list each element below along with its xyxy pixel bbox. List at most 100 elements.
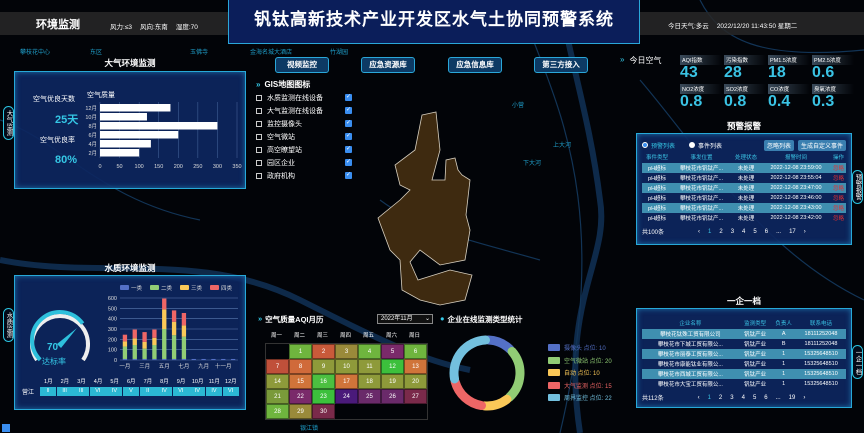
checkbox-checked[interactable]: ✓	[345, 120, 352, 127]
calendar-day[interactable]: 28	[266, 404, 289, 419]
table-row[interactable]: 攀枝花市丽泰工贸有限公... 钒钛产业 1 15325648510	[642, 349, 846, 359]
calendar-day[interactable]: 24	[335, 389, 358, 404]
calendar-day[interactable]: 14	[266, 374, 289, 389]
calendar-day[interactable]: 30	[312, 404, 335, 419]
ignore-action[interactable]: 忽略	[832, 196, 844, 202]
calendar-day[interactable]: 12	[381, 359, 404, 374]
page-link[interactable]: 3	[730, 228, 735, 235]
calendar-day[interactable]: 10	[335, 359, 358, 374]
calendar-day[interactable]: 26	[381, 389, 404, 404]
page-link[interactable]: 4	[741, 394, 745, 401]
radio-event-list[interactable]	[689, 142, 696, 148]
legend-swatch	[210, 285, 219, 290]
tab-water[interactable]: 水质监测	[3, 308, 14, 342]
page-link[interactable]: ...	[775, 394, 781, 401]
table-row[interactable]: 攀枝花市康能钛业有限公... 钒钛产业 1 15325648510	[642, 359, 846, 369]
next-page-icon[interactable]: ›	[803, 394, 806, 401]
gis-layer-item[interactable]: 空气微站 ✓	[256, 130, 352, 143]
page-link[interactable]: 1	[708, 228, 712, 235]
checkbox-checked[interactable]: ✓	[345, 172, 352, 179]
checkbox-checked[interactable]: ✓	[345, 133, 352, 140]
nav-emergency-resources[interactable]: 应急资源库	[361, 57, 415, 73]
calendar-day[interactable]: 2	[312, 344, 335, 359]
tab-alerts[interactable]: 预警报警	[852, 170, 863, 204]
radio-alert-list[interactable]	[642, 142, 648, 148]
page-link[interactable]: 4	[742, 228, 746, 235]
calendar-day[interactable]: 16	[312, 374, 335, 389]
calendar-day[interactable]: 13	[404, 359, 427, 374]
tab-enterprise[interactable]: 一企一档	[852, 345, 863, 379]
table-cell: 2022-12-08 23:55:04	[770, 175, 822, 181]
table-row[interactable]: pH超标 攀枝花市钒钛产... 未处理 2022-12-08 23:59:00 忽略	[642, 163, 846, 173]
page-link[interactable]: 19	[788, 394, 796, 401]
calendar-day[interactable]: 7	[266, 359, 289, 374]
calendar-day[interactable]: 15	[289, 374, 312, 389]
page-link[interactable]: 5	[753, 228, 757, 235]
page-link[interactable]: 17	[789, 228, 796, 235]
calendar-day[interactable]: 27	[404, 389, 427, 404]
calendar-day[interactable]: 18	[358, 374, 381, 389]
page-link[interactable]: 6	[764, 228, 769, 235]
calendar-day[interactable]: 17	[335, 374, 358, 389]
calendar-day[interactable]: 8	[289, 359, 312, 374]
calendar-day[interactable]: 5	[381, 344, 404, 359]
table-row[interactable]: pH超标 攀枝花市钒钛产... 未处理 2022-12-08 23:55:04 忽略	[642, 173, 846, 183]
calendar-day[interactable]: 23	[312, 389, 335, 404]
calendar-day[interactable]: 4	[358, 344, 381, 359]
prev-page-icon[interactable]: ‹	[697, 394, 700, 401]
ignore-action[interactable]: 忽略	[830, 183, 846, 193]
create-event-button[interactable]: 生成自定义事件	[797, 139, 846, 151]
page-link[interactable]: 5	[752, 394, 757, 401]
table-row[interactable]: 攀枝花市西城工贸有限公... 钒钛产业 1 15325648510	[642, 369, 846, 379]
ignore-action[interactable]: 忽略	[830, 203, 846, 213]
table-row[interactable]: 攀枝花钛殊工贸有限公司 钒钛产业 A 18111252048	[642, 329, 846, 339]
table-row[interactable]: pH超标 攀枝花市钒钛产... 未处理 2022-12-08 23:42:00 忽略	[642, 213, 846, 223]
ignore-action[interactable]: 忽略	[832, 176, 844, 182]
prev-page-icon[interactable]: ‹	[698, 228, 701, 235]
calendar-day[interactable]: 11	[358, 359, 381, 374]
x-tick-label: 一月	[119, 363, 130, 370]
calendar-day[interactable]: 21	[266, 389, 289, 404]
calendar-day[interactable]: 22	[289, 389, 312, 404]
checkbox-checked[interactable]: ✓	[345, 107, 352, 114]
page-link[interactable]: 1	[707, 394, 711, 401]
y-tick-label: 12月	[85, 105, 97, 112]
calendar-day[interactable]: 9	[312, 359, 335, 374]
calendar-day[interactable]: 1	[289, 344, 312, 359]
gis-layer-item[interactable]: 政府机构 ✓	[256, 169, 352, 182]
table-row[interactable]: pH超标 攀枝花市钒钛产... 未处理 2022-12-08 23:47:00 忽略	[642, 183, 846, 193]
checkbox-checked[interactable]: ✓	[345, 159, 352, 166]
page-link[interactable]: 2	[719, 228, 723, 235]
calendar-day[interactable]: 20	[404, 374, 427, 389]
calendar-day[interactable]: 25	[358, 389, 381, 404]
month-select[interactable]: 2022年11月 ⌄	[377, 314, 433, 324]
checkbox-checked[interactable]: ✓	[345, 146, 352, 153]
nav-third-party[interactable]: 第三方接入	[534, 57, 588, 73]
table-row[interactable]: pH超标 攀枝花市钒钛产... 未处理 2022-12-08 23:43:00 忽略	[642, 203, 846, 213]
gis-layer-item[interactable]: 园区企业 ✓	[256, 156, 352, 169]
table-row[interactable]: 攀枝花市下城工贸有限公... 钒钛产业 B 18111252048	[642, 339, 846, 349]
gis-layer-item[interactable]: 高空瞭望站 ✓	[256, 143, 352, 156]
nav-emergency-info[interactable]: 应急信息库	[448, 57, 502, 73]
gis-layer-item[interactable]: 监控摄像头 ✓	[256, 117, 352, 130]
calendar-day[interactable]: 3	[335, 344, 358, 359]
gis-layer-item[interactable]: 水质监测在线设备 ✓	[256, 91, 352, 104]
checkbox-checked[interactable]: ✓	[345, 94, 352, 101]
ignore-list-button[interactable]: 忽略列表	[763, 139, 794, 151]
page-link[interactable]: 2	[718, 394, 723, 401]
page-link[interactable]: 6	[764, 394, 768, 401]
table-row[interactable]: 攀枝花市大宝工贸有限公... 钒钛产业 1 15325648510	[642, 379, 846, 389]
table-row[interactable]: pH超标 攀枝花市钒钛产... 未处理 2022-12-08 23:46:00 忽略	[642, 193, 846, 203]
calendar-day[interactable]: 19	[381, 374, 404, 389]
ignore-action[interactable]: 忽略	[830, 163, 846, 173]
calendar-day[interactable]: 6	[404, 344, 427, 359]
gis-layer-item[interactable]: 大气监测在线设备 ✓	[256, 104, 352, 117]
nav-video-monitor[interactable]: 视频监控	[275, 57, 329, 73]
donut-slice	[479, 394, 512, 411]
next-page-icon[interactable]: ›	[803, 228, 806, 235]
page-link[interactable]: ...	[776, 228, 782, 235]
page-link[interactable]: 3	[730, 394, 734, 401]
tab-air[interactable]: 大气监测	[3, 106, 14, 140]
calendar-day[interactable]: 29	[289, 404, 312, 419]
ignore-action[interactable]: 忽略	[832, 216, 844, 222]
